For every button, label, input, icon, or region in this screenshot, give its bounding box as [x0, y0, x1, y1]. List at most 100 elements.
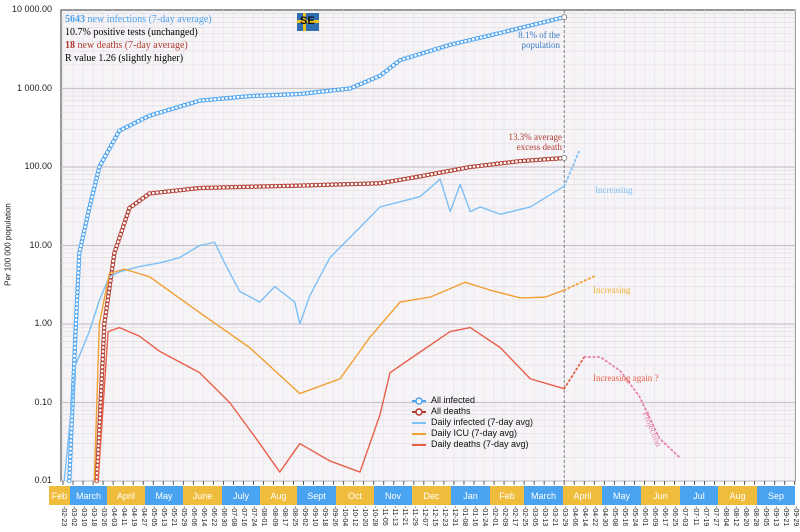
- y-tick-label: 1.00: [34, 318, 52, 328]
- data-point-all-infected: [282, 92, 287, 97]
- x-tick-label: -08-25: [290, 506, 298, 527]
- data-point-all-deaths: [401, 176, 407, 182]
- data-point-all-deaths: [185, 187, 191, 192]
- data-point-all-deaths: [98, 388, 104, 393]
- data-point-all-deaths: [393, 178, 399, 183]
- data-point-all-infected: [115, 132, 120, 137]
- data-point-all-infected: [305, 90, 310, 96]
- x-tick-label: -02-09: [501, 506, 509, 527]
- data-point-all-deaths: [381, 180, 387, 185]
- data-point-all-infected: [514, 26, 519, 32]
- data-point-all-infected: [76, 258, 82, 264]
- data-point-all-infected: [370, 76, 375, 82]
- x-tick-label: -09-10: [310, 506, 318, 527]
- x-tick-label: -02-01: [491, 506, 499, 527]
- data-point-all-deaths: [112, 250, 117, 256]
- data-point-all-deaths: [546, 156, 551, 162]
- data-point-all-deaths: [385, 179, 391, 185]
- data-point-all-infected: [518, 25, 523, 31]
- data-point-all-infected: [420, 50, 426, 56]
- data-point-all-deaths: [483, 162, 488, 168]
- x-tick-label: -06-22: [210, 506, 218, 527]
- data-point-all-infected: [99, 161, 104, 166]
- data-point-all-infected: [301, 91, 306, 96]
- x-tick-label: -07-16: [240, 506, 248, 527]
- data-point-all-infected: [91, 187, 97, 192]
- data-point-all-deaths: [96, 431, 102, 437]
- x-tick-label: -07-11: [691, 506, 699, 526]
- x-tick-label: -05-05: [150, 506, 158, 527]
- data-point-all-deaths: [118, 232, 123, 237]
- data-point-all-deaths: [440, 169, 446, 175]
- x-tick-label: -06-25: [671, 506, 679, 527]
- data-point-all-deaths: [221, 185, 226, 190]
- data-point-all-infected: [397, 57, 403, 63]
- month-band: July: [222, 486, 260, 505]
- data-point-all-deaths: [475, 163, 481, 169]
- data-point-all-infected: [67, 466, 73, 472]
- x-tick-label: -06-30: [220, 506, 228, 527]
- data-point-all-infected: [68, 454, 73, 460]
- annotation-line: 8.1% of the: [518, 30, 560, 40]
- data-point-all-infected: [67, 470, 72, 476]
- month-band: April: [107, 486, 145, 505]
- data-point-all-infected: [72, 345, 78, 351]
- month-band: April: [563, 486, 602, 505]
- data-point-all-deaths: [110, 262, 115, 268]
- data-point-all-infected: [80, 235, 85, 241]
- data-point-all-deaths: [181, 187, 187, 192]
- data-point-all-deaths: [510, 159, 515, 165]
- data-point-all-infected: [459, 39, 464, 45]
- data-point-all-infected: [69, 430, 74, 435]
- data-point-all-infected: [239, 94, 245, 100]
- data-point-all-infected: [76, 254, 82, 260]
- data-point-all-infected: [96, 168, 101, 173]
- data-point-all-infected: [132, 120, 137, 126]
- data-point-all-infected: [208, 97, 214, 102]
- data-point-all-infected: [158, 109, 164, 115]
- data-point-all-infected: [68, 438, 74, 443]
- data-point-all-infected: [92, 183, 98, 188]
- data-point-all-infected: [193, 99, 198, 105]
- data-point-all-infected: [87, 202, 93, 207]
- data-point-all-infected: [332, 87, 337, 93]
- annotation-line: 13.3% average: [508, 132, 562, 142]
- legend: All infected All deaths Daily infected (…: [412, 395, 533, 450]
- data-point-all-infected: [151, 112, 156, 117]
- data-point-all-deaths: [105, 298, 110, 303]
- data-point-all-deaths: [464, 165, 469, 170]
- data-point-all-infected: [553, 16, 559, 22]
- data-point-all-infected: [162, 108, 168, 114]
- data-point-all-infected: [320, 89, 326, 94]
- x-tick-label: -09-21: [781, 506, 789, 527]
- data-point-all-deaths: [506, 160, 512, 165]
- y-tick-label: 10 000.00: [11, 4, 52, 14]
- data-point-all-deaths: [317, 182, 323, 188]
- data-point-all-deaths: [107, 282, 113, 287]
- data-point-all-infected: [73, 333, 78, 338]
- data-point-all-infected: [471, 37, 476, 42]
- data-point-all-infected: [154, 111, 160, 116]
- data-point-all-infected: [545, 18, 551, 24]
- data-point-all-infected: [73, 321, 79, 327]
- x-tick-label: -09-29: [791, 506, 799, 527]
- data-point-all-deaths: [245, 184, 250, 190]
- data-point-all-infected: [391, 63, 396, 68]
- data-point-all-infected: [86, 209, 91, 215]
- data-point-all-infected: [235, 94, 241, 100]
- data-point-all-infected: [74, 301, 80, 307]
- data-point-all-infected: [228, 95, 233, 101]
- data-point-all-deaths: [193, 186, 198, 191]
- x-tick-label: -03-02: [70, 506, 78, 527]
- data-point-all-infected: [549, 17, 555, 23]
- data-point-all-infected: [105, 150, 110, 155]
- data-point-all-deaths: [542, 157, 547, 162]
- data-point-all-deaths: [100, 353, 106, 358]
- data-point-all-deaths: [100, 364, 105, 370]
- data-point-all-infected: [440, 44, 445, 50]
- data-point-all-deaths: [99, 376, 104, 382]
- x-tick-label: -05-08: [611, 506, 619, 527]
- y-tick-label: 0.10: [34, 396, 52, 407]
- x-tick-label: -12-31: [450, 506, 458, 527]
- annotation-infected-share: 8.1% of the population: [480, 30, 560, 50]
